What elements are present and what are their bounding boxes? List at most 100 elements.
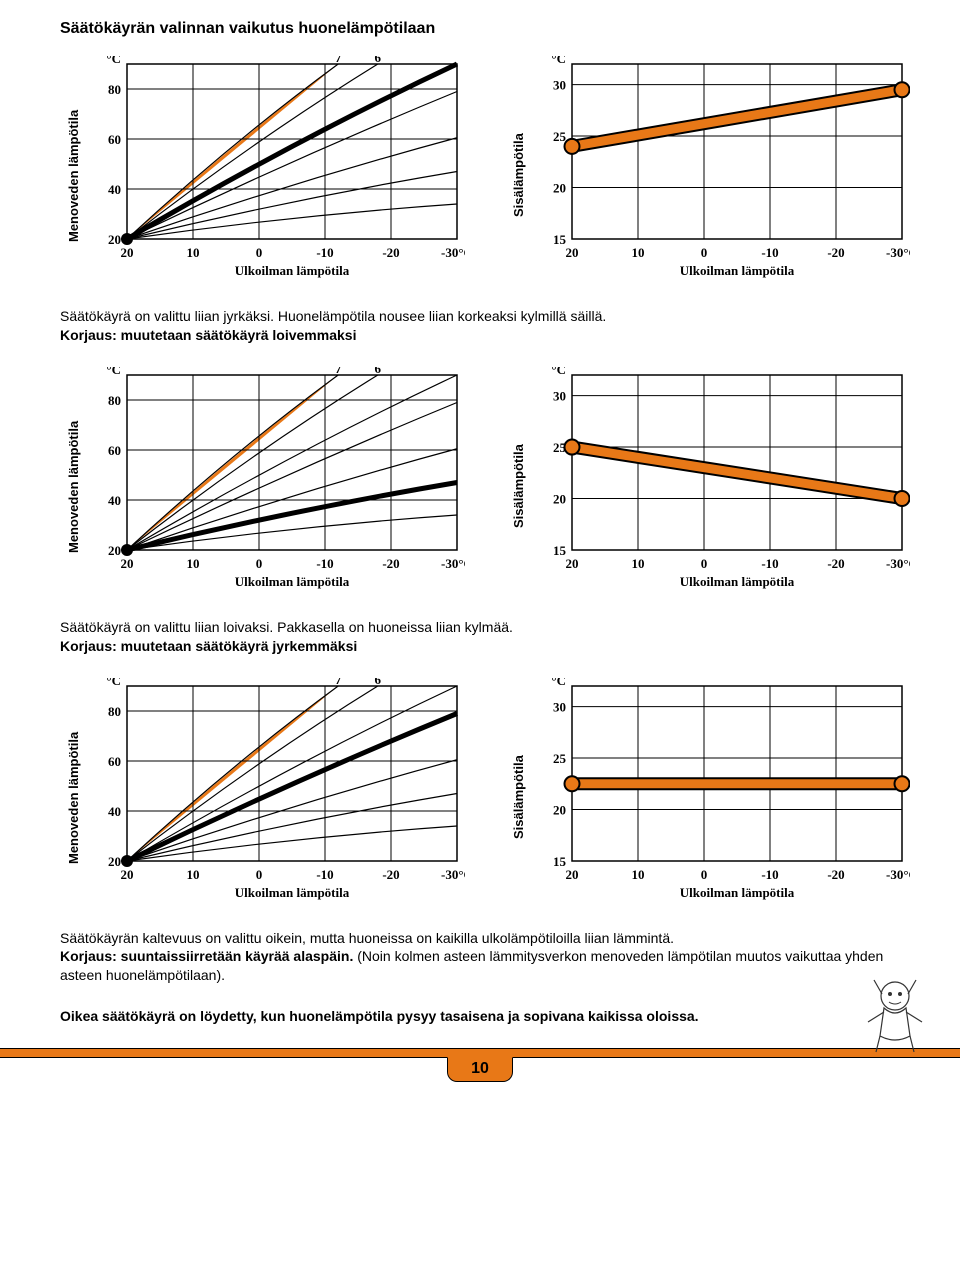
indoor-ylabel: Sisälämpötila	[505, 678, 526, 917]
svg-text:20: 20	[566, 245, 579, 260]
svg-text:6: 6	[375, 367, 382, 376]
svg-text:°C: °C	[106, 678, 121, 688]
svg-text:Ulkoilman lämpötila: Ulkoilman lämpötila	[235, 263, 350, 278]
svg-text:-30°C: -30°C	[441, 867, 465, 882]
svg-text:20: 20	[121, 245, 134, 260]
svg-text:-30°C: -30°C	[886, 245, 910, 260]
svg-text:60: 60	[108, 754, 121, 769]
svg-text:°C: °C	[106, 367, 121, 377]
svg-text:20: 20	[566, 556, 579, 571]
flow-chart: 7654321°C8060402020100-10-20-30°CUlkoilm…	[81, 367, 465, 606]
indoor-ylabel: Sisälämpötila	[505, 56, 526, 295]
svg-text:20: 20	[553, 491, 566, 506]
svg-text:7: 7	[335, 678, 342, 687]
svg-text:°C: °C	[551, 56, 566, 66]
svg-text:6: 6	[375, 678, 382, 687]
svg-text:60: 60	[108, 132, 121, 147]
flow-chart: 7654321°C8060402020100-10-20-30°CUlkoilm…	[81, 678, 465, 917]
svg-text:-10: -10	[761, 867, 778, 882]
svg-text:-30°C: -30°C	[441, 556, 465, 571]
svg-text:-10: -10	[316, 245, 333, 260]
svg-text:10: 10	[632, 867, 645, 882]
caption-0: Säätökäyrä on valittu liian jyrkäksi. Hu…	[60, 307, 900, 345]
svg-text:15: 15	[553, 543, 567, 558]
svg-text:60: 60	[108, 443, 121, 458]
flow-ylabel: Menoveden lämpötila	[60, 678, 81, 917]
svg-text:-30°C: -30°C	[886, 556, 910, 571]
final-note: Oikea säätökäyrä on löydetty, kun huonel…	[60, 1007, 900, 1026]
svg-text:Ulkoilman lämpötila: Ulkoilman lämpötila	[680, 885, 795, 900]
svg-text:20: 20	[553, 181, 566, 196]
chart-row-0: Menoveden lämpötila7654321°C806040202010…	[60, 56, 900, 295]
svg-text:25: 25	[553, 129, 567, 144]
svg-text:0: 0	[256, 556, 263, 571]
svg-text:0: 0	[256, 867, 263, 882]
chart-row-1: Menoveden lämpötila7654321°C806040202010…	[60, 367, 900, 606]
chart-row-2: Menoveden lämpötila7654321°C806040202010…	[60, 678, 900, 917]
svg-text:25: 25	[553, 751, 567, 766]
svg-text:20: 20	[553, 802, 566, 817]
svg-text:7: 7	[335, 367, 342, 376]
svg-text:-10: -10	[761, 556, 778, 571]
flow-ylabel: Menoveden lämpötila	[60, 56, 81, 295]
svg-text:7: 7	[335, 56, 342, 65]
svg-text:Ulkoilman lämpötila: Ulkoilman lämpötila	[235, 885, 350, 900]
svg-text:0: 0	[701, 245, 708, 260]
svg-text:-20: -20	[382, 245, 399, 260]
indoor-ylabel: Sisälämpötila	[505, 367, 526, 606]
flow-chart: 7654321°C8060402020100-10-20-30°CUlkoilm…	[81, 56, 465, 295]
svg-text:°C: °C	[551, 367, 566, 377]
svg-text:10: 10	[187, 245, 200, 260]
caption-2: Säätökäyrän kaltevuus on valittu oikein,…	[60, 929, 900, 986]
caption-1: Säätökäyrä on valittu liian loivaksi. Pa…	[60, 618, 900, 656]
svg-text:25: 25	[553, 440, 567, 455]
svg-text:-20: -20	[827, 556, 844, 571]
svg-text:40: 40	[108, 493, 121, 508]
svg-text:-10: -10	[316, 867, 333, 882]
svg-text:80: 80	[108, 393, 121, 408]
svg-text:6: 6	[375, 56, 382, 65]
svg-text:0: 0	[701, 556, 708, 571]
svg-text:15: 15	[553, 854, 567, 869]
svg-text:°C: °C	[551, 678, 566, 688]
indoor-chart: °C3025201520100-10-20-30°CUlkoilman lämp…	[526, 367, 910, 606]
svg-text:-20: -20	[827, 245, 844, 260]
indoor-chart: °C3025201520100-10-20-30°CUlkoilman lämp…	[526, 678, 910, 917]
svg-text:15: 15	[553, 232, 567, 247]
svg-text:30: 30	[553, 388, 566, 403]
svg-text:40: 40	[108, 182, 121, 197]
svg-text:-20: -20	[382, 556, 399, 571]
page-title: Säätökäyrän valinnan vaikutus huonelämpö…	[60, 20, 900, 38]
svg-text:10: 10	[632, 245, 645, 260]
svg-text:30: 30	[553, 699, 566, 714]
svg-text:20: 20	[108, 854, 121, 869]
svg-text:10: 10	[632, 556, 645, 571]
svg-text:°C: °C	[106, 56, 121, 66]
svg-text:-10: -10	[316, 556, 333, 571]
svg-text:-30°C: -30°C	[441, 245, 465, 260]
svg-text:20: 20	[566, 867, 579, 882]
svg-text:0: 0	[256, 245, 263, 260]
svg-text:40: 40	[108, 804, 121, 819]
svg-text:80: 80	[108, 82, 121, 97]
page-number: 10	[447, 1057, 513, 1082]
page-footer: 10	[0, 1048, 960, 1082]
svg-text:-20: -20	[827, 867, 844, 882]
svg-text:20: 20	[121, 556, 134, 571]
svg-text:Ulkoilman lämpötila: Ulkoilman lämpötila	[680, 263, 795, 278]
page: Säätökäyrän valinnan vaikutus huonelämpö…	[0, 0, 960, 1026]
svg-text:20: 20	[108, 232, 121, 247]
svg-text:-10: -10	[761, 245, 778, 260]
svg-text:80: 80	[108, 704, 121, 719]
svg-text:Ulkoilman lämpötila: Ulkoilman lämpötila	[680, 574, 795, 589]
svg-text:10: 10	[187, 867, 200, 882]
svg-text:-20: -20	[382, 867, 399, 882]
svg-text:0: 0	[701, 867, 708, 882]
indoor-chart: °C3025201520100-10-20-30°CUlkoilman lämp…	[526, 56, 910, 295]
svg-text:Ulkoilman lämpötila: Ulkoilman lämpötila	[235, 574, 350, 589]
svg-text:30: 30	[553, 78, 566, 93]
svg-text:20: 20	[121, 867, 134, 882]
flow-ylabel: Menoveden lämpötila	[60, 367, 81, 606]
svg-text:10: 10	[187, 556, 200, 571]
svg-text:20: 20	[108, 543, 121, 558]
